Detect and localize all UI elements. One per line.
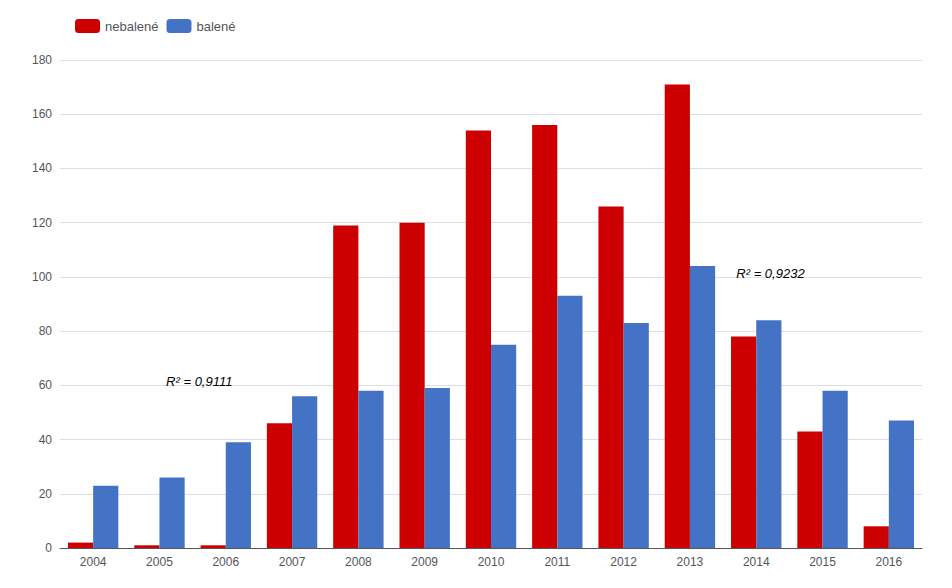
svg-text:160: 160 [32, 107, 52, 121]
svg-text:2012: 2012 [610, 555, 637, 569]
svg-text:R² = 0,9111: R² = 0,9111 [166, 374, 232, 389]
svg-text:180: 180 [32, 53, 52, 67]
svg-text:0: 0 [45, 541, 52, 555]
svg-text:100: 100 [32, 270, 52, 284]
svg-text:120: 120 [32, 216, 52, 230]
svg-text:2014: 2014 [743, 555, 770, 569]
svg-text:2009: 2009 [411, 555, 438, 569]
svg-text:2005: 2005 [146, 555, 173, 569]
svg-text:20: 20 [39, 487, 53, 501]
svg-text:2016: 2016 [875, 555, 902, 569]
svg-text:60: 60 [39, 378, 53, 392]
svg-text:80: 80 [39, 324, 53, 338]
svg-text:2004: 2004 [80, 555, 107, 569]
svg-text:2007: 2007 [279, 555, 306, 569]
svg-text:2013: 2013 [677, 555, 704, 569]
svg-text:2006: 2006 [212, 555, 239, 569]
svg-text:2008: 2008 [345, 555, 372, 569]
svg-text:2011: 2011 [544, 555, 570, 569]
svg-text:2010: 2010 [478, 555, 505, 569]
svg-text:40: 40 [39, 433, 53, 447]
svg-text:nebalené: nebalené [105, 19, 159, 34]
svg-text:140: 140 [32, 161, 52, 175]
svg-text:balené: balené [196, 19, 235, 34]
svg-text:2015: 2015 [809, 555, 836, 569]
svg-text:R² = 0,9232: R² = 0,9232 [736, 266, 805, 281]
